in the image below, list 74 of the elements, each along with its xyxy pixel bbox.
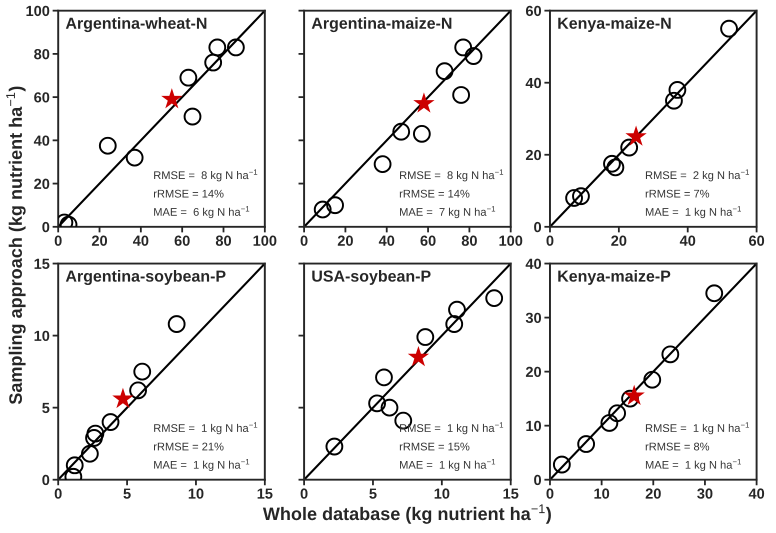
annotation: rRMSE = 14% bbox=[154, 190, 224, 198]
y-tick-label: 0 bbox=[534, 222, 542, 232]
x-tick-label: 20 bbox=[338, 236, 353, 246]
annotation: RMSE = 8 kg N ha$^{−1}$ bbox=[400, 169, 504, 182]
y-axis-title: Sampling approach (kg nutrient ha$^{−1}$) bbox=[6, 86, 26, 404]
y-tick-label: 40 bbox=[34, 135, 50, 146]
y-tick-label: 20 bbox=[34, 178, 50, 190]
x-tick-label: 40 bbox=[132, 236, 148, 246]
y-tick-label: 60 bbox=[34, 92, 50, 103]
y-tick-label: 40 bbox=[526, 258, 542, 269]
annotation: rRMSE = 21% bbox=[154, 442, 224, 450]
x-tick-label: 20 bbox=[646, 488, 661, 499]
annotation: rRMSE = 7% bbox=[646, 190, 710, 198]
x-axis-title: Whole database (kg nutrient ha$^{−1}$) bbox=[262, 504, 551, 524]
y-tick-label: 20 bbox=[526, 366, 542, 378]
x-tick-label: 30 bbox=[697, 488, 712, 499]
chart-title: Kenya-maize-N bbox=[558, 17, 671, 32]
y-tick-label: 0 bbox=[42, 474, 50, 486]
chart-title: Argentina-soybean-P bbox=[66, 270, 226, 285]
x-tick-label: 0 bbox=[546, 488, 554, 499]
annotation: rRMSE = 15% bbox=[400, 442, 470, 450]
chart-title: Kenya-maize-P bbox=[558, 270, 670, 285]
x-tick-label: 80 bbox=[216, 236, 232, 246]
x-tick-label: 0 bbox=[546, 236, 554, 246]
x-tick-label: 10 bbox=[434, 488, 450, 499]
chart-title: USA-soybean-P bbox=[312, 270, 431, 285]
y-tick-label: 60 bbox=[526, 6, 542, 16]
y-tick-label: 5 bbox=[42, 402, 50, 414]
annotation: MAE = 1 kg N ha$^{−1}$ bbox=[646, 459, 741, 471]
y-tick-label: 80 bbox=[34, 48, 50, 60]
annotation: MAE = 1 kg N ha$^{−1}$ bbox=[154, 459, 250, 471]
x-tick-label: 5 bbox=[369, 488, 377, 499]
annotation: MAE = 7 kg N ha$^{−1}$ bbox=[400, 206, 496, 218]
x-tick-label: 10 bbox=[188, 488, 204, 499]
chart-title: Argentina-maize-N bbox=[312, 17, 452, 32]
annotation: RMSE = 1 kg N ha$^{−1}$ bbox=[154, 422, 258, 434]
x-tick-label: 60 bbox=[749, 236, 764, 246]
x-tick-label: 0 bbox=[54, 488, 62, 499]
y-tick-label: 30 bbox=[526, 312, 542, 324]
x-tick-label: 0 bbox=[54, 236, 62, 246]
annotation: MAE = 1 kg N ha$^{−1}$ bbox=[400, 459, 496, 471]
chart-title: Argentina-wheat-N bbox=[66, 17, 206, 32]
x-tick-label: 80 bbox=[462, 236, 477, 246]
annotation: RMSE = 8 kg N ha$^{−1}$ bbox=[154, 169, 258, 182]
x-tick-label: 0 bbox=[300, 488, 308, 499]
x-tick-label: 20 bbox=[611, 236, 626, 246]
y-tick-label: 100 bbox=[26, 6, 50, 16]
y-tick-label: 0 bbox=[534, 474, 542, 486]
annotation: MAE = 1 kg N ha$^{−1}$ bbox=[646, 206, 741, 218]
x-tick-label: 40 bbox=[680, 236, 696, 246]
y-tick-label: 40 bbox=[526, 78, 542, 88]
x-tick-label: 100 bbox=[499, 236, 522, 246]
annotation: rRMSE = 14% bbox=[400, 190, 470, 198]
annotation: MAE = 6 kg N ha$^{−1}$ bbox=[154, 206, 250, 218]
annotation: RMSE = 1 kg N ha$^{−1}$ bbox=[400, 422, 504, 434]
x-tick-label: 0 bbox=[300, 236, 308, 246]
y-tick-label: 0 bbox=[42, 222, 50, 232]
x-tick-label: 20 bbox=[92, 236, 108, 246]
x-tick-label: 40 bbox=[748, 488, 764, 499]
annotation: RMSE = 2 kg N ha$^{−1}$ bbox=[646, 169, 750, 182]
x-tick-label: 40 bbox=[378, 236, 394, 246]
x-tick-label: 5 bbox=[123, 488, 131, 499]
y-tick-label: 15 bbox=[34, 258, 50, 269]
annotation: rRMSE = 8% bbox=[646, 442, 710, 450]
x-tick-label: 100 bbox=[254, 236, 276, 246]
x-tick-label: 15 bbox=[504, 488, 518, 499]
annotation: RMSE = 1 kg N ha$^{−1}$ bbox=[646, 422, 750, 434]
y-tick-label: 10 bbox=[526, 420, 542, 432]
y-tick-label: 10 bbox=[34, 330, 50, 342]
y-tick-label: 20 bbox=[526, 150, 542, 160]
x-tick-label: 60 bbox=[174, 236, 190, 246]
x-tick-label: 60 bbox=[420, 236, 436, 246]
x-tick-label: 10 bbox=[594, 488, 610, 499]
x-tick-label: 15 bbox=[258, 488, 273, 499]
